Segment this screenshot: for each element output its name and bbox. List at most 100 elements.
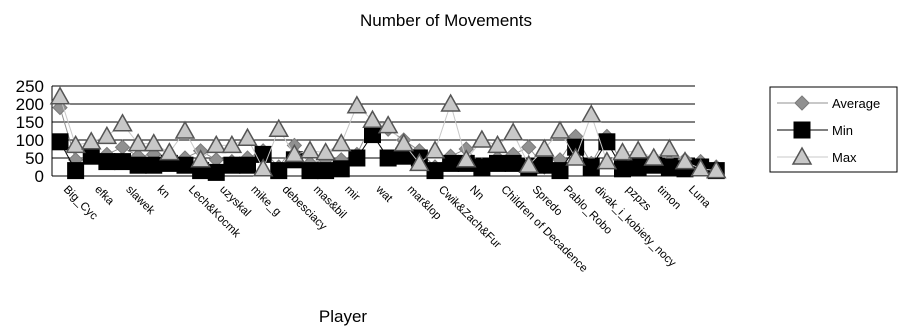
point-max: [80, 131, 102, 150]
point-min: [426, 162, 444, 180]
point-max: [112, 113, 133, 132]
point-min: [114, 153, 131, 171]
point-max: [159, 142, 180, 161]
point-max: [565, 147, 586, 166]
point-min: [129, 156, 147, 174]
point-min: [489, 154, 506, 172]
point-min: [82, 147, 100, 165]
point-max: [424, 140, 446, 159]
point-min: [348, 149, 366, 167]
point-max: [487, 134, 508, 154]
point-max: [127, 133, 149, 152]
point-max: [690, 158, 711, 177]
x-tick-label: kn: [155, 184, 172, 201]
point-max: [65, 134, 86, 154]
point-min: [535, 156, 553, 174]
point-max: [455, 149, 477, 168]
x-axis-title: Player: [319, 307, 368, 326]
point-max: [627, 140, 649, 159]
y-tick-label: 100: [16, 131, 44, 150]
chart-title: Number of Movements: [360, 11, 532, 30]
legend-marker: [793, 121, 811, 139]
point-min: [301, 162, 319, 180]
point-max: [471, 129, 493, 148]
point-max: [190, 149, 211, 168]
point-min: [598, 133, 616, 151]
y-tick-label: 150: [16, 113, 44, 132]
point-max: [362, 109, 383, 128]
point-min: [582, 158, 600, 176]
point-max: [205, 134, 227, 154]
point-max: [237, 127, 258, 146]
point-max: [409, 152, 430, 172]
point-min: [364, 126, 381, 144]
point-max: [518, 154, 540, 173]
point-min: [442, 154, 460, 172]
legend-item-min: Min: [777, 121, 853, 139]
point-max: [659, 138, 680, 157]
point-max: [346, 95, 368, 114]
point-max: [440, 93, 461, 112]
legend-item-average: Average: [777, 95, 880, 111]
point-max: [674, 151, 696, 170]
point-min: [176, 156, 194, 174]
point-min: [51, 133, 69, 151]
point-max: [330, 133, 352, 152]
x-tick-label: mike_g: [248, 184, 283, 219]
point-min: [660, 158, 678, 176]
point-min: [379, 149, 397, 167]
point-min: [67, 162, 85, 180]
point-max: [534, 138, 555, 157]
x-tick-label: Luna: [686, 184, 713, 211]
point-min: [614, 160, 631, 178]
point-max: [580, 104, 602, 123]
y-tick-label: 250: [16, 77, 44, 96]
point-max: [612, 142, 633, 161]
point-max: [643, 147, 665, 166]
point-min: [551, 162, 569, 180]
point-min: [270, 162, 288, 180]
legend: Average Min Max: [769, 86, 898, 173]
point-max: [393, 133, 415, 152]
x-tick-label: timon: [655, 184, 683, 212]
point-min: [629, 158, 647, 176]
point-min: [207, 163, 225, 181]
x-tick-label: efka: [92, 184, 116, 208]
point-min: [504, 154, 522, 172]
point-average: [114, 139, 131, 155]
point-max: [96, 125, 118, 145]
point-max: [705, 160, 727, 179]
point-max: [143, 133, 165, 152]
x-tick-label: Nn: [467, 184, 486, 203]
x-tick-label: mir: [342, 184, 362, 204]
legend-marker: [794, 95, 810, 111]
legend-label: Average: [832, 96, 880, 111]
x-tick-label: wat: [373, 183, 395, 205]
legend-label: Max: [832, 150, 857, 165]
point-max: [549, 120, 571, 139]
point-min: [145, 156, 163, 174]
point-max: [315, 142, 336, 161]
point-max: [284, 143, 305, 163]
point-min: [317, 162, 335, 180]
point-max: [377, 115, 399, 134]
point-max: [221, 134, 243, 154]
series-max: [49, 86, 727, 179]
y-tick-label: 200: [16, 95, 44, 114]
legend-label: Min: [832, 123, 853, 138]
point-min: [239, 156, 256, 174]
series-layer: [49, 86, 727, 181]
y-tick-label: 50: [25, 149, 44, 168]
x-tick-label: slawek: [123, 184, 157, 218]
point-max: [49, 86, 71, 105]
y-tick-label: 0: [35, 167, 44, 186]
point-min: [223, 156, 241, 174]
point-max: [502, 122, 524, 141]
point-average: [521, 139, 537, 155]
legend-marker: [791, 146, 813, 165]
point-max: [174, 120, 196, 139]
point-max: [596, 151, 618, 170]
x-tick-label: pzpzs: [623, 184, 653, 214]
